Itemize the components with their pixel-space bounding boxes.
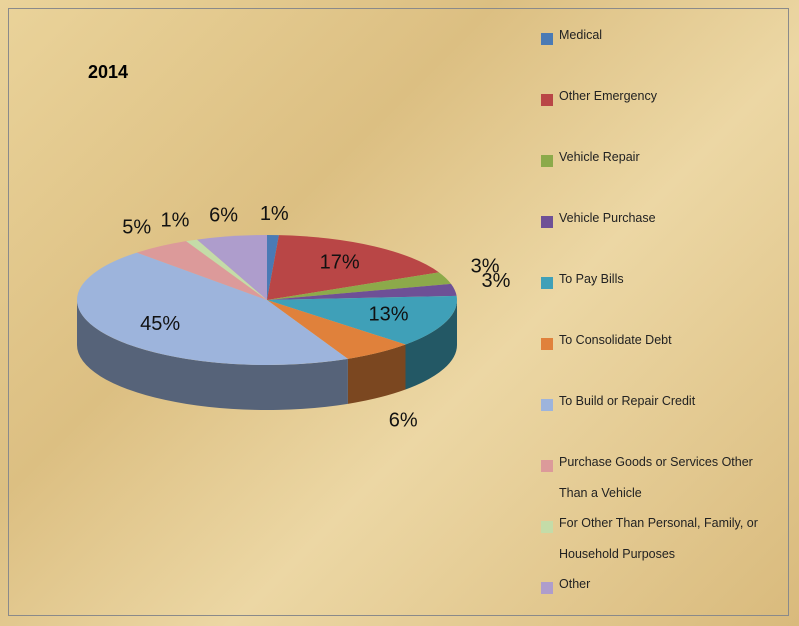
legend-swatch [541,338,553,350]
pie-slice [267,235,279,300]
pie-side [347,344,406,404]
legend-label: Medical [559,28,603,42]
legend-label: Vehicle Purchase [559,211,656,225]
legend-swatch [541,399,553,411]
legend-item: Other Emergency [541,89,771,112]
legend-swatch [541,155,553,167]
data-label: 1% [160,210,189,232]
pie-slice [267,272,452,300]
data-label: 45% [140,313,180,335]
data-label: 5% [122,217,151,239]
legend-item: To Consolidate Debt [541,333,771,356]
legend-item: For Other Than Personal, Family, or Hous… [541,516,771,570]
legend-item: To Build or Repair Credit [541,394,771,417]
legend-label: To Consolidate Debt [559,333,672,347]
legend-item: To Pay Bills [541,272,771,295]
pie-slice [136,241,267,300]
legend-label: Other Emergency [559,89,657,103]
pie-side [77,300,348,410]
legend-label: To Build or Repair Credit [559,394,696,408]
legend-label: Other [559,577,591,591]
legend-swatch [541,33,553,45]
pie-side [405,300,458,390]
data-label: 13% [369,303,409,325]
legend-item: Vehicle Purchase [541,211,771,234]
legend-swatch [541,582,553,594]
legend-label: For Other Than Personal, Family, or Hous… [559,516,758,561]
pie-slice [76,252,348,365]
pie-slice [267,295,458,345]
legend-swatch [541,216,553,228]
legend-item: Other [541,577,771,600]
pie-slice [267,283,457,300]
legend-item: Medical [541,28,771,51]
chart-border [8,8,789,616]
legend-swatch [541,277,553,289]
legend-swatch [541,521,553,533]
legend-label: Vehicle Repair [559,150,640,164]
pie-slice [186,239,267,300]
data-label: 3% [481,270,510,292]
pie-slice [267,235,439,300]
data-label: 3% [471,255,500,277]
data-label: 1% [260,203,289,225]
legend-swatch [541,460,553,472]
legend-label: To Pay Bills [559,272,624,286]
legend-label: Purchase Goods or Services Other Than a … [559,455,753,500]
data-label: 17% [320,252,360,274]
legend-swatch [541,94,553,106]
pie-slice [197,235,267,300]
pie-slice [267,300,406,359]
data-label: 6% [209,204,238,226]
legend-item: Vehicle Repair [541,150,771,173]
chart-title: 2014 [88,62,128,82]
legend-item: Purchase Goods or Services Other Than a … [541,455,771,509]
data-label: 6% [389,409,418,431]
